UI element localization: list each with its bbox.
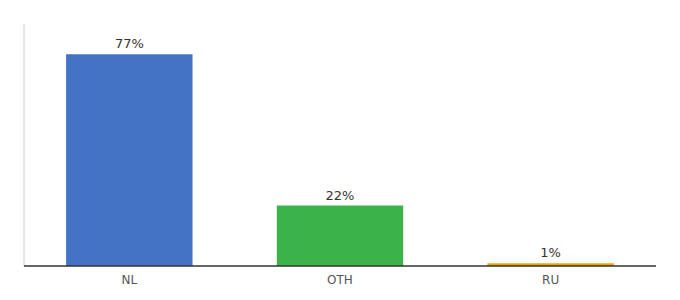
data-label: 77% xyxy=(115,36,144,51)
x-axis-line xyxy=(24,265,656,267)
chart-container: NL OTH RU 77% 22% 1% xyxy=(0,0,680,300)
data-label: 22% xyxy=(326,188,355,203)
bars xyxy=(66,54,614,266)
x-tick-label: NL xyxy=(121,273,137,287)
data-label: 1% xyxy=(540,245,561,260)
x-tick-label: OTH xyxy=(327,273,353,287)
bar xyxy=(277,206,403,267)
bar xyxy=(66,54,192,266)
x-tick-label: RU xyxy=(542,273,559,287)
chart: NL OTH RU 77% 22% 1% xyxy=(0,0,680,300)
y-axis-line xyxy=(24,24,25,266)
